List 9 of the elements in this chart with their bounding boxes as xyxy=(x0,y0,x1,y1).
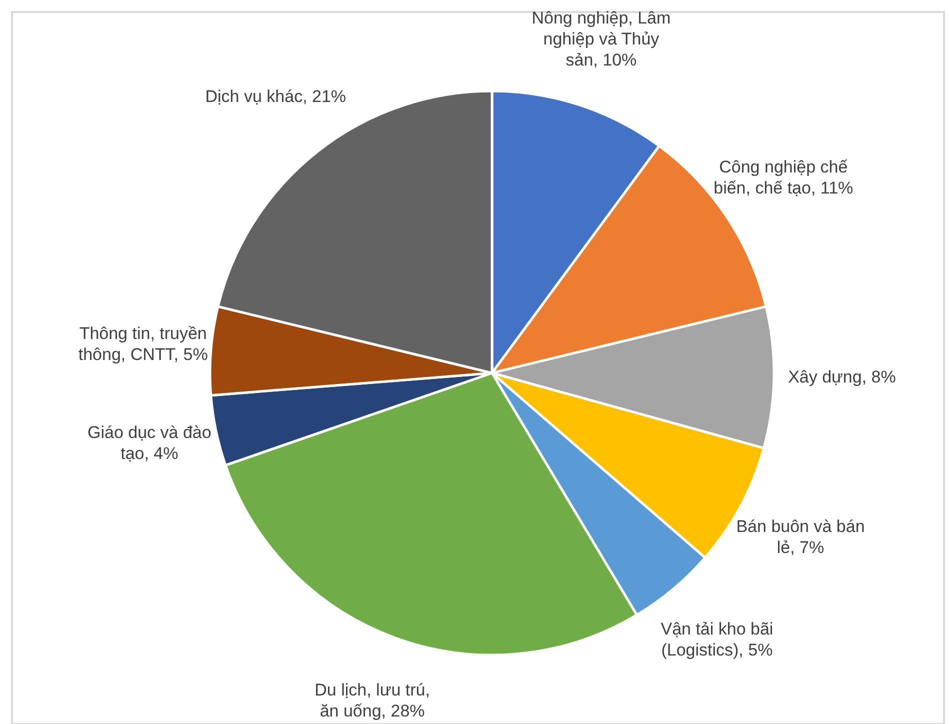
slice-label: Xây dựng, 8% xyxy=(788,368,896,388)
slice-label: Du lịch, lưu trú, ăn uống, 28% xyxy=(314,680,430,721)
slice-label: Bán buôn và bán lẻ, 7% xyxy=(736,517,865,558)
slice-label: Công nghiệp chế biến, chế tạo, 11% xyxy=(714,158,854,198)
slice-label: Vận tải kho bãi (Logistics), 5% xyxy=(660,620,774,660)
slice-label: Giáo dục và đào tạo, 4% xyxy=(88,424,212,464)
slice-label: Dịch vụ khác, 21% xyxy=(205,87,346,106)
slice-label: Thông tin, truyền thông, CNTT, 5% xyxy=(78,324,208,364)
slice-label: Nông nghiệp, Lâm nghiệp và Thủy sản, 10% xyxy=(532,8,671,70)
